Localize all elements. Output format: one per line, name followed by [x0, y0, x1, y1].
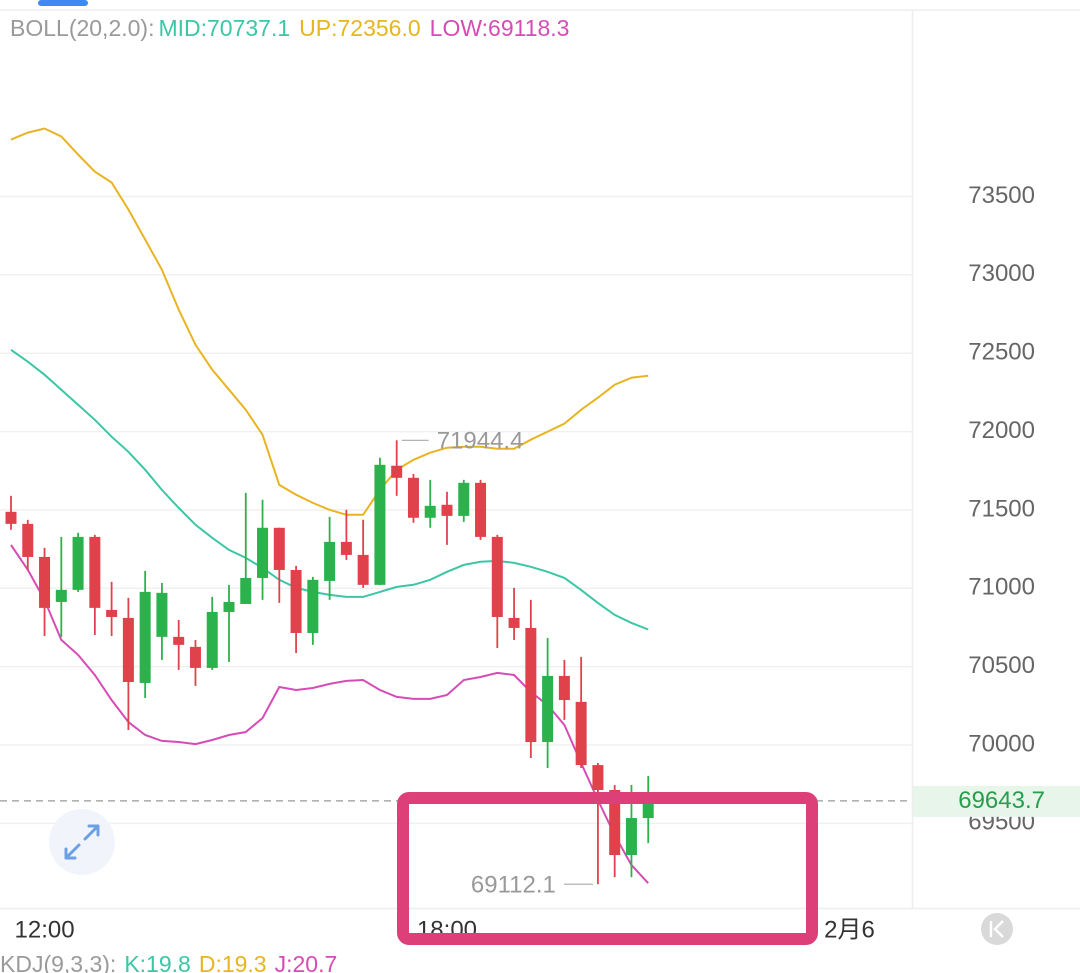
y-tick-label: 72500	[968, 339, 1035, 366]
expand-button[interactable]	[49, 809, 115, 875]
y-tick-label: 71000	[968, 574, 1035, 601]
boll-legend: BOLL(20,2.0): MID:70737.1 UP:72356.0 LOW:69…	[10, 15, 569, 41]
candle-body	[122, 617, 134, 683]
expand-button-bg[interactable]	[49, 809, 115, 875]
candle-body	[307, 579, 319, 633]
last-price-box	[913, 785, 1080, 817]
boll-line	[10, 127, 649, 516]
candle-body	[441, 504, 453, 516]
last-price-label: 69643.7	[958, 787, 1045, 814]
legend-entry: MID:70737.1	[158, 15, 290, 41]
y-tick-label: 72000	[968, 417, 1035, 444]
candle-body	[173, 636, 185, 645]
candle-body	[625, 818, 637, 856]
candle-body	[542, 675, 554, 743]
kdj-entry: D:19.3	[199, 951, 267, 973]
candle-body	[642, 800, 654, 819]
candles	[5, 440, 654, 885]
scroll-icon[interactable]	[989, 920, 1004, 938]
candle-body	[475, 482, 487, 537]
annotation-label: 69112.1	[471, 872, 556, 899]
kdj-entry: J:20.7	[275, 951, 338, 973]
scroll-to-latest-button[interactable]	[981, 913, 1013, 945]
expand-icon[interactable]	[64, 824, 100, 860]
kdj-entry: K:19.8	[124, 951, 191, 973]
tab-indicator	[38, 0, 88, 6]
candle-body	[22, 523, 34, 557]
legend-entry: UP:72356.0	[299, 15, 420, 41]
candle-body	[106, 609, 118, 617]
candle-body	[72, 536, 84, 590]
y-tick-label: 70000	[968, 730, 1035, 757]
candle-body	[374, 464, 386, 585]
legend-title: BOLL(20,2.0):	[10, 15, 154, 41]
candle-body	[575, 701, 587, 766]
candle-body	[324, 541, 336, 581]
candle-body	[458, 482, 470, 516]
candle-body	[491, 536, 503, 617]
candle-body	[39, 556, 51, 608]
candle-body	[357, 554, 369, 585]
y-tick-label: 73000	[968, 260, 1035, 287]
candle-body	[609, 789, 621, 856]
candle-body	[525, 627, 537, 743]
kdj-legend: KDJ(9,3,3): K:19.8 D:19.3 J:20.7	[0, 951, 337, 973]
kdj-entry: KDJ(9,3,3):	[0, 951, 116, 973]
candle-body	[5, 511, 17, 524]
candle-body	[424, 505, 436, 518]
candle-body	[340, 541, 352, 555]
candle-body	[290, 569, 302, 633]
y-tick-label: 73500	[968, 182, 1035, 209]
candle-body	[558, 675, 570, 701]
candle-body	[206, 611, 218, 668]
overlay: 71944.4 69112.1 69643.7	[0, 428, 1080, 945]
candle-body	[391, 465, 403, 478]
candle-body	[156, 592, 168, 637]
candle-body	[240, 577, 252, 604]
y-tick-label: 71500	[968, 495, 1035, 522]
y-tick-label: 70500	[968, 652, 1035, 679]
x-tick-label: 12:00	[15, 916, 75, 943]
candle-body	[189, 646, 201, 668]
candle-body	[223, 601, 235, 612]
highlight-box	[397, 792, 818, 945]
candle-body	[407, 477, 419, 518]
candle-body	[273, 527, 285, 570]
candle-body	[139, 591, 151, 683]
candle-body	[55, 589, 67, 602]
candle-body	[257, 527, 269, 578]
legend-entry: LOW:69118.3	[430, 15, 570, 41]
annotation-label: 71944.4	[437, 428, 524, 455]
scroll-button-bg[interactable]	[981, 913, 1013, 945]
candle-body	[592, 765, 604, 790]
candle-body	[89, 536, 101, 608]
x-tick-label: 2月6	[824, 916, 875, 943]
candle-body	[508, 617, 520, 628]
boll-line	[10, 544, 649, 884]
